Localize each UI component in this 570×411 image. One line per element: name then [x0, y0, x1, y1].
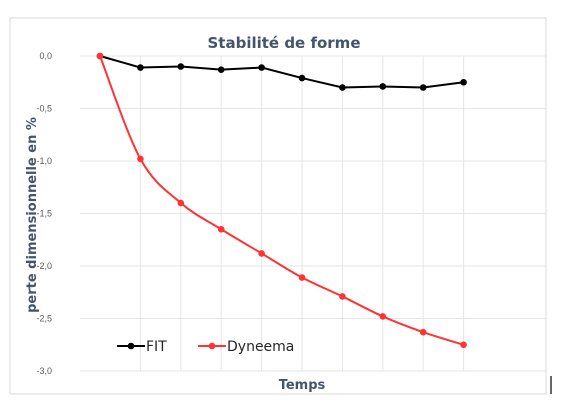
- legend-item-fit: FIT: [117, 339, 167, 355]
- legend-marker: [208, 342, 216, 350]
- y-tick-label: -2,5: [36, 314, 52, 324]
- series-line-fit: [99, 55, 464, 89]
- data-point: [217, 225, 225, 233]
- data-point: [339, 293, 346, 300]
- data-point: [460, 78, 467, 86]
- gridlines: [80, 55, 546, 372]
- data-point: [460, 341, 467, 349]
- legend-label: FIT: [146, 339, 167, 355]
- y-tick-label: 0,0: [39, 51, 52, 61]
- y-tick-label: -1,0: [36, 156, 52, 166]
- y-tick-label: -0,5: [36, 104, 52, 114]
- data-point: [177, 199, 185, 207]
- data-point: [298, 274, 306, 281]
- data-point: [258, 250, 265, 257]
- legend-label: Dyneema: [227, 339, 294, 355]
- data-point: [339, 84, 346, 91]
- data-point: [379, 83, 387, 90]
- y-axis-title: perte dimensionnelle en %: [25, 117, 40, 313]
- y-tick-label: -1,5: [36, 209, 52, 219]
- legend-item-dyneema: Dyneema: [198, 339, 294, 355]
- data-point: [379, 313, 387, 320]
- chart-border: [9, 17, 547, 395]
- data-point: [419, 84, 427, 91]
- legend-marker: [127, 342, 135, 350]
- data-point: [419, 328, 427, 336]
- series-line-dyneema: [99, 55, 464, 346]
- data-point: [258, 64, 265, 71]
- data-point: [177, 63, 185, 70]
- x-axis-title: Temps: [279, 378, 326, 393]
- chart-title: Stabilité de forme: [208, 34, 361, 52]
- y-tick-label: -3,0: [36, 366, 52, 376]
- data-point: [137, 64, 144, 71]
- data-point: [137, 155, 144, 163]
- legend: FIT Dyneema: [117, 339, 294, 355]
- series-group: [96, 52, 467, 349]
- data-point: [96, 52, 104, 60]
- data-point: [298, 74, 306, 82]
- data-point: [217, 66, 225, 73]
- y-tick-labels: 0,0 -0,5 -1,0 -1,5 -2,0 -2,5 -3,0: [36, 51, 52, 376]
- series-dyneema: [96, 52, 467, 349]
- y-tick-label: -2,0: [36, 261, 52, 271]
